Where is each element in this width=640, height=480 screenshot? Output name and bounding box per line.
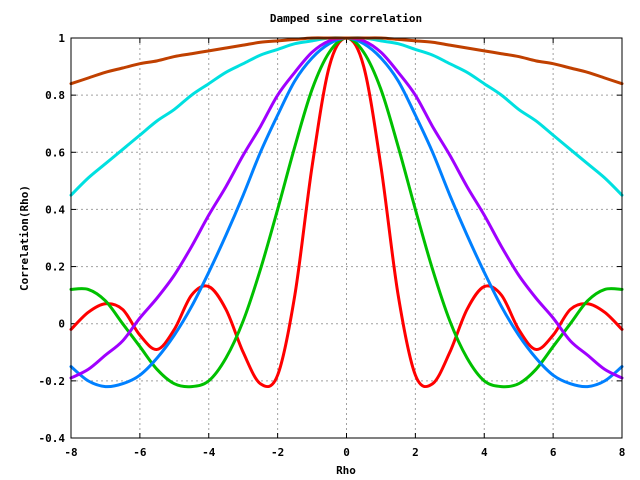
x-tick-label: -4 — [202, 446, 216, 459]
x-tick-label: -8 — [64, 446, 77, 459]
x-tick-labels: -8 -6 -4 -2 0 2 4 6 8 — [64, 446, 625, 459]
y-tick-label: 0.2 — [45, 261, 65, 274]
y-tick-label: 0.4 — [45, 203, 65, 216]
x-axis-title: Rho — [336, 464, 356, 477]
grid-lines — [70, 37, 623, 439]
y-tick-label: 0 — [58, 318, 65, 331]
y-tick-label: -0.4 — [39, 432, 66, 445]
x-tick-label: 0 — [343, 446, 350, 459]
plot-frame — [70, 37, 623, 439]
x-tick-label: 2 — [412, 446, 419, 459]
x-tick-label: -2 — [271, 446, 284, 459]
x-tick-label: 6 — [550, 446, 557, 459]
x-tick-label: 8 — [619, 446, 626, 459]
y-tick-labels: -0.4 -0.2 0 0.2 0.4 0.6 0.8 1 — [39, 32, 66, 445]
y-axis-title: Correlation(Rho) — [18, 185, 31, 291]
y-tick-label: 1 — [58, 32, 65, 45]
x-tick-label: -6 — [133, 446, 147, 459]
x-tick-label: 4 — [481, 446, 488, 459]
chart-title: Damped sine correlation — [270, 12, 422, 25]
y-tick-label: -0.2 — [39, 375, 66, 388]
y-tick-label: 0.8 — [45, 89, 65, 102]
y-tick-label: 0.6 — [45, 146, 65, 159]
